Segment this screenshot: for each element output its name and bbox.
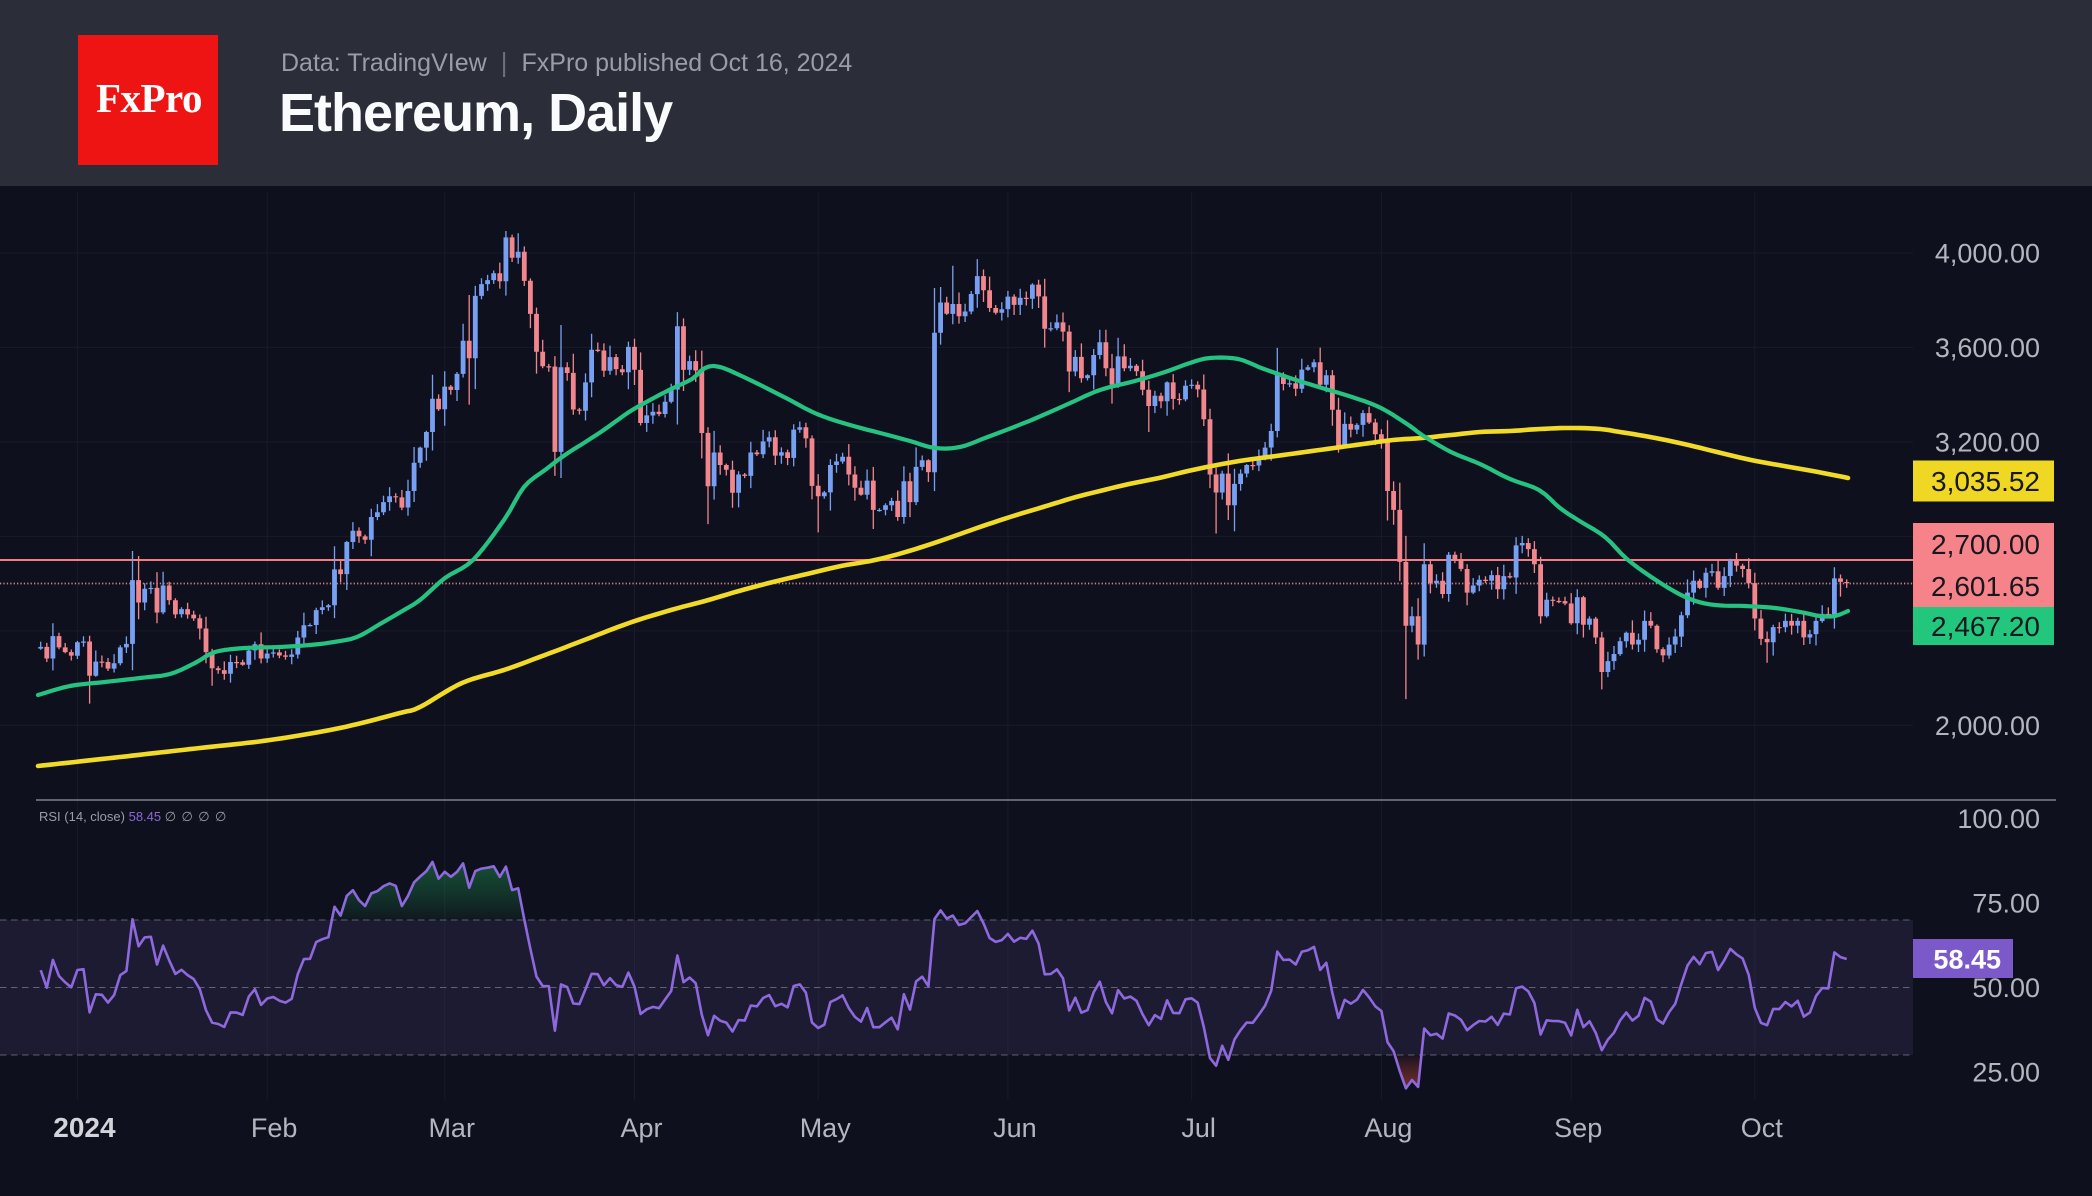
svg-text:2,467.20: 2,467.20 bbox=[1931, 611, 2040, 642]
svg-text:2,601.65: 2,601.65 bbox=[1931, 571, 2040, 602]
svg-text:Aug: Aug bbox=[1364, 1113, 1412, 1143]
svg-text:2,700.00: 2,700.00 bbox=[1931, 529, 2040, 560]
svg-text:2024: 2024 bbox=[53, 1112, 116, 1143]
svg-text:Apr: Apr bbox=[620, 1113, 662, 1143]
svg-text:Oct: Oct bbox=[1741, 1113, 1784, 1143]
svg-text:4,000.00: 4,000.00 bbox=[1935, 238, 2040, 268]
svg-text:3,200.00: 3,200.00 bbox=[1935, 427, 2040, 457]
svg-text:May: May bbox=[800, 1113, 852, 1143]
svg-text:Feb: Feb bbox=[251, 1113, 298, 1143]
svg-text:Data: TradingVIew ❘ FxPro pu: Data: TradingVIew ❘ FxPro published Oct … bbox=[281, 49, 852, 77]
svg-text:Mar: Mar bbox=[428, 1113, 475, 1143]
svg-text:3,600.00: 3,600.00 bbox=[1935, 333, 2040, 363]
svg-text:Jun: Jun bbox=[993, 1113, 1037, 1143]
svg-text:25.00: 25.00 bbox=[1972, 1057, 2040, 1087]
svg-text:58.45: 58.45 bbox=[1933, 944, 2001, 974]
svg-text:Ethereum, Daily: Ethereum, Daily bbox=[279, 83, 673, 143]
svg-text:Sep: Sep bbox=[1554, 1113, 1602, 1143]
svg-text:FxPro: FxPro bbox=[96, 75, 202, 121]
svg-text:75.00: 75.00 bbox=[1972, 889, 2040, 919]
svg-text:3,035.52: 3,035.52 bbox=[1931, 466, 2040, 497]
svg-text:Jul: Jul bbox=[1181, 1113, 1216, 1143]
svg-text:2,000.00: 2,000.00 bbox=[1935, 711, 2040, 741]
svg-text:RSI (14, close) 58.45 ∅∅∅∅: RSI (14, close) 58.45 ∅∅∅∅ bbox=[39, 809, 232, 824]
svg-text:100.00: 100.00 bbox=[1957, 804, 2040, 834]
